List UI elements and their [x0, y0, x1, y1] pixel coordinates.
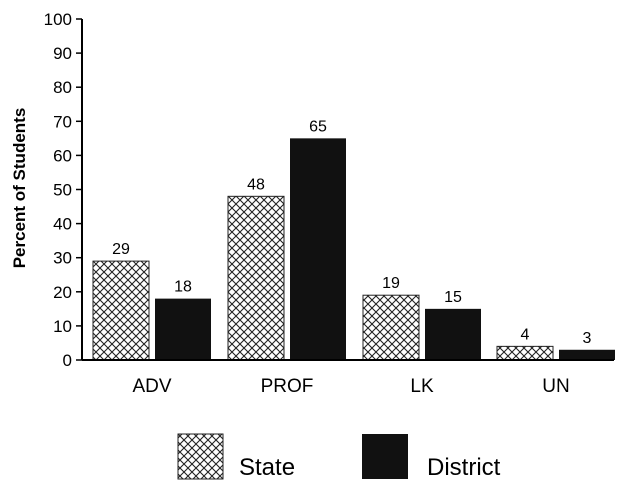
bar-district-lk: [425, 308, 481, 360]
bar-state-un: [496, 345, 554, 361]
y-tick-label: 30: [53, 249, 72, 268]
y-axis-ticks: 0 10 20 30 40 50 60 70 80 90 100: [44, 10, 82, 370]
legend: State District: [177, 433, 501, 481]
data-label: 4: [521, 326, 530, 343]
category-labels: ADV PROF LK UN: [132, 376, 569, 397]
category-label-lk: LK: [410, 376, 434, 397]
y-tick-label: 40: [53, 215, 72, 234]
bar-state-lk: [362, 294, 420, 361]
bar-district-prof: [290, 138, 346, 360]
y-tick-label: 70: [53, 112, 72, 131]
bar-district-un: [559, 349, 615, 360]
y-tick-label: 90: [53, 44, 72, 63]
data-label: 3: [583, 330, 592, 347]
legend-label-state: State: [239, 454, 295, 481]
data-label: 18: [174, 279, 192, 296]
category-label-prof: PROF: [261, 376, 314, 397]
legend-swatch-district: [362, 434, 408, 479]
y-tick-label: 10: [53, 317, 72, 336]
data-label: 19: [382, 275, 400, 292]
data-label: 15: [444, 289, 462, 306]
y-axis-title: Percent of Students: [10, 108, 29, 269]
bar-district-adv: [155, 298, 211, 360]
y-tick-label: 60: [53, 146, 72, 165]
data-label: 29: [112, 241, 130, 258]
legend-swatch-state: [177, 433, 224, 480]
bar-state-adv: [92, 260, 150, 361]
data-label: 48: [247, 176, 265, 193]
category-label-un: UN: [542, 376, 569, 397]
data-label: 65: [309, 118, 327, 135]
y-tick-label: 100: [44, 10, 72, 29]
y-tick-label: 20: [53, 283, 72, 302]
bars: [92, 138, 615, 361]
y-tick-label: 80: [53, 78, 72, 97]
category-label-adv: ADV: [132, 376, 171, 397]
legend-label-district: District: [427, 454, 501, 481]
bar-state-prof: [227, 195, 285, 361]
y-tick-label: 0: [63, 351, 72, 370]
y-tick-label: 50: [53, 181, 72, 200]
data-labels: 29 18 48 65 19 15 4 3: [112, 118, 591, 346]
